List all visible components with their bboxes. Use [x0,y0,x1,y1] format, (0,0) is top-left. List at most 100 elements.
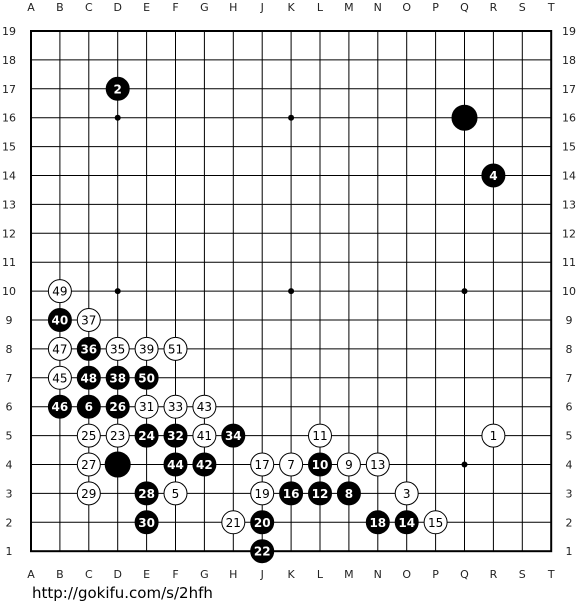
move-number: 38 [109,371,126,385]
white-stone: 21 [221,510,246,535]
column-label: H [229,1,237,14]
column-label: P [432,568,439,581]
star-point [461,461,468,468]
row-label: 4 [566,459,573,472]
row-label: 15 [2,141,16,154]
column-label: S [519,568,526,581]
column-label: O [402,1,411,14]
move-number: 50 [138,371,155,385]
black-stone: 18 [365,510,390,535]
row-label: 16 [562,112,576,125]
row-label: 9 [566,314,573,327]
move-number: 31 [139,400,154,414]
move-number: 35 [110,342,125,356]
black-stone: 36 [76,336,101,361]
row-label: 5 [566,430,573,443]
black-stone: 14 [394,510,419,535]
move-number: 15 [428,516,443,530]
white-stone: 45 [47,365,72,390]
move-number: 5 [172,487,180,501]
black-stone: 30 [134,510,159,535]
move-number: 41 [197,429,212,443]
black-stone: 4 [481,163,506,188]
move-number: 36 [80,342,97,356]
column-label: M [344,1,354,14]
move-number: 32 [167,429,184,443]
move-number: 12 [312,487,329,501]
column-label: A [27,568,35,581]
white-stone: 33 [163,394,188,419]
move-number: 37 [81,314,96,328]
move-number: 18 [369,516,386,530]
column-label: O [402,568,411,581]
star-point [288,288,295,295]
move-number: 34 [225,429,242,443]
row-label: 13 [562,198,576,211]
move-number: 47 [52,342,67,356]
black-stone [451,104,478,131]
move-number: 24 [138,429,155,443]
column-label: B [56,568,64,581]
column-label: F [172,568,178,581]
white-stone: 43 [192,394,217,419]
move-number: 2 [114,82,122,96]
star-point [114,114,121,121]
column-label: R [490,1,498,14]
black-stone: 10 [308,452,332,477]
move-number: 42 [196,458,213,472]
white-stone: 9 [336,452,361,477]
move-number: 39 [139,342,154,356]
move-number: 6 [85,400,93,414]
column-label: T [547,568,555,581]
move-number: 48 [80,371,97,385]
white-stone: 5 [163,481,188,506]
board-coordinates: AABBCCDDEEFFGGHHJJKKLLMMNNOOPPQQRRSSTT19… [2,1,576,581]
move-number: 8 [345,487,353,501]
move-number: 29 [81,487,96,501]
black-stone: 34 [221,423,246,448]
row-label: 19 [2,25,16,38]
column-label: M [344,568,354,581]
move-number: 17 [255,458,270,472]
move-number: 49 [52,285,67,299]
move-number: 14 [398,516,415,530]
white-stone: 51 [163,336,188,361]
black-stone: 32 [163,423,188,448]
white-stone: 1 [481,423,506,448]
column-label: G [200,568,209,581]
row-label: 15 [562,141,576,154]
row-label: 10 [562,285,576,298]
column-label: L [317,1,324,14]
white-stone: 25 [76,423,101,448]
white-stone: 47 [47,336,72,361]
star-point [288,114,295,121]
column-label: E [143,568,150,581]
row-label: 8 [566,343,573,356]
move-number: 51 [168,342,183,356]
move-number: 7 [287,458,295,472]
column-label: K [287,1,295,14]
black-stone: 12 [308,481,332,506]
move-number: 45 [52,371,67,385]
black-stone [104,451,131,478]
row-label: 8 [6,343,13,356]
white-stone: 27 [76,452,101,477]
row-label: 14 [562,170,576,183]
column-label: R [490,568,498,581]
move-number: 4 [489,169,497,183]
column-label: G [200,1,209,14]
move-number: 33 [168,400,183,414]
black-stone: 16 [279,481,304,506]
row-label: 3 [6,487,13,500]
row-label: 16 [2,112,16,125]
column-label: L [317,568,324,581]
move-number: 43 [197,400,212,414]
row-label: 7 [566,372,573,385]
star-point [114,288,121,295]
row-label: 19 [562,25,576,38]
source-url[interactable]: http://gokifu.com/s/2hfh [32,584,213,602]
column-label: P [432,1,439,14]
row-label: 11 [562,256,576,269]
move-number: 40 [52,314,69,328]
black-stone: 2 [105,76,130,101]
